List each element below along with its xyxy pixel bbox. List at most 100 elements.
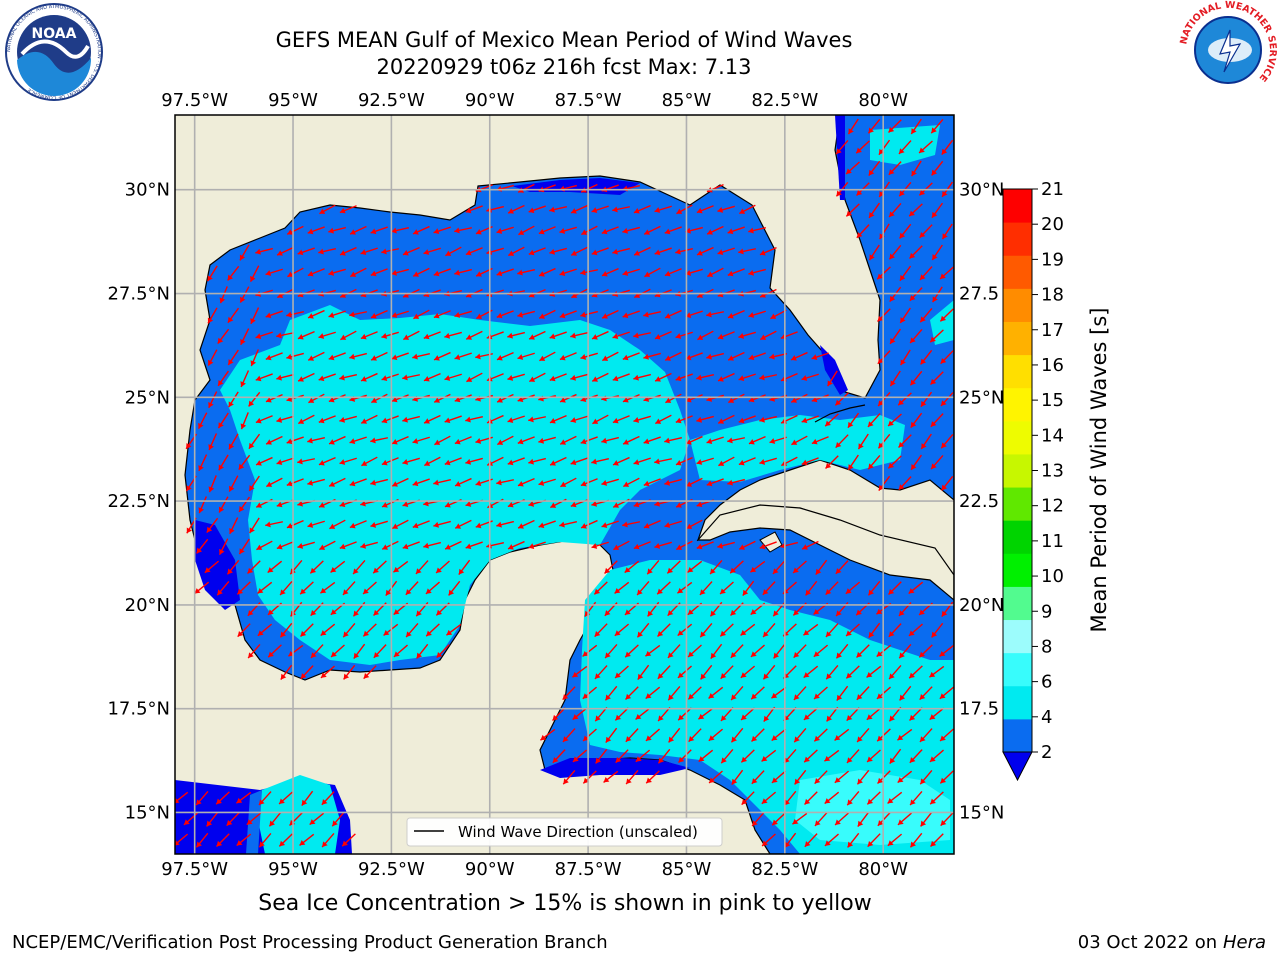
wave-direction-arrow: [319, 204, 336, 215]
wave-direction-arrow: [706, 267, 724, 278]
wave-direction-arrow: [645, 770, 660, 784]
wave-direction-arrow: [643, 478, 661, 487]
wave-direction-arrow: [720, 707, 734, 722]
wave-direction-arrow: [731, 769, 744, 786]
wave-direction-arrow: [624, 560, 640, 574]
wave-direction-arrow: [328, 352, 346, 361]
wave-direction-arrow: [331, 811, 345, 827]
wave-direction-arrow: [328, 226, 346, 234]
wave-direction-arrow: [811, 352, 829, 361]
wave-direction-arrow: [496, 520, 514, 528]
wave-direction-arrow: [538, 520, 556, 529]
wave-direction-arrow: [433, 393, 451, 403]
wave-direction-arrow: [580, 352, 598, 360]
wave-direction-arrow: [349, 225, 367, 235]
wave-direction-arrow: [538, 436, 556, 444]
wave-direction-arrow: [402, 247, 420, 256]
wave-direction-arrow: [835, 560, 849, 575]
wave-direction-arrow: [738, 457, 756, 466]
wave-direction-arrow: [667, 685, 681, 701]
wave-direction-arrow: [654, 541, 672, 549]
wave-direction-arrow: [804, 791, 818, 805]
wave-direction-arrow: [770, 686, 787, 699]
colorbar-segment: [1003, 453, 1032, 488]
wave-direction-arrow: [267, 560, 283, 574]
wave-direction-arrow: [794, 769, 807, 785]
wave-direction-arrow: [664, 309, 682, 319]
wave-direction-arrow: [206, 517, 219, 534]
wave-direction-arrow: [814, 770, 828, 785]
wave-direction-arrow: [528, 247, 546, 256]
wave-direction-arrow: [238, 496, 251, 513]
wave-direction-arrow: [240, 412, 249, 430]
wave-direction-arrow: [402, 457, 420, 465]
wave-direction-arrow: [889, 286, 902, 303]
wave-direction-arrow: [342, 622, 356, 638]
noaa-logo: NOAA NATIONAL OCEANIC AND ATMOSPHERIC AD…: [5, 3, 103, 101]
wave-direction-arrow: [552, 707, 566, 721]
wave-direction-arrow: [730, 644, 744, 659]
wave-direction-arrow: [258, 791, 272, 806]
wave-direction-arrow: [666, 560, 681, 574]
wave-direction-arrow: [727, 478, 745, 486]
wave-direction-arrow: [654, 331, 672, 340]
wave-direction-arrow: [919, 728, 933, 743]
wave-direction-arrow: [614, 581, 630, 594]
wave-direction-arrow: [930, 371, 944, 385]
wave-direction-arrow: [538, 309, 556, 319]
wave-direction-arrow: [236, 833, 252, 847]
wave-direction-arrow: [257, 623, 273, 637]
wave-direction-arrow: [710, 643, 723, 660]
wave-direction-arrow: [216, 833, 230, 847]
wave-direction-arrow: [845, 203, 860, 217]
wave-direction-arrow: [708, 728, 724, 742]
wave-direction-arrow: [738, 331, 756, 339]
wave-direction-arrow: [286, 520, 304, 529]
wave-direction-arrow: [687, 644, 702, 658]
wave-direction-arrow: [696, 246, 714, 256]
colorbar-segment: [1003, 354, 1032, 389]
wave-direction-arrow: [751, 812, 765, 827]
wave-direction-arrow: [920, 349, 933, 365]
wave-direction-arrow: [255, 373, 273, 382]
wave-direction-arrow: [496, 226, 514, 234]
wave-direction-arrow: [391, 310, 409, 318]
wave-direction-arrow: [738, 248, 757, 255]
lon-tick-label-top: 80°W: [858, 90, 908, 111]
wave-direction-arrow: [929, 791, 944, 805]
wave-direction-arrow: [908, 581, 924, 595]
wave-direction-arrow: [208, 391, 218, 409]
wave-direction-arrow: [675, 373, 693, 382]
wave-direction-arrow: [866, 665, 882, 678]
lon-tick-label-top: 97.5°W: [161, 90, 228, 111]
wave-direction-arrow: [517, 268, 536, 276]
wave-direction-arrow: [307, 226, 325, 235]
wave-direction-arrow: [706, 352, 724, 360]
wave-direction-arrow: [834, 812, 849, 826]
wave-direction-arrow: [207, 307, 218, 324]
wave-direction-arrow: [445, 623, 462, 636]
wave-direction-arrow: [643, 352, 661, 360]
wave-direction-arrow: [908, 665, 923, 679]
colorbar-tick-label: 16: [1041, 355, 1064, 376]
cuba-coastline: [696, 504, 954, 601]
wave-direction-arrow: [444, 415, 462, 424]
wave-direction-arrow: [803, 749, 818, 763]
wave-direction-arrow: [321, 791, 335, 806]
wave-direction-arrow: [790, 393, 808, 403]
wave-direction-arrow: [911, 160, 922, 177]
wave-direction-arrow: [425, 623, 440, 637]
wave-direction-arrow: [896, 728, 913, 741]
colorbar-tick-label: 8: [1041, 636, 1052, 657]
colorbar: 2 4 6 8 9 10 11 12 13 14 15 16 17 18 19 20 21: [1002, 179, 1064, 782]
wave-direction-arrow: [592, 414, 609, 425]
lat-tick-label-left: 17.5°N: [107, 699, 170, 720]
wave-direction-arrow: [857, 811, 870, 828]
wave-direction-arrow: [604, 644, 618, 659]
wave-direction-arrow: [761, 749, 777, 762]
wave-direction-arrow: [276, 246, 294, 256]
wave-direction-arrow: [604, 560, 618, 574]
wave-direction-arrow: [909, 329, 923, 344]
wave-direction-arrow: [560, 477, 577, 488]
footer-date-text: 03 Oct 2022 on: [1077, 932, 1223, 953]
